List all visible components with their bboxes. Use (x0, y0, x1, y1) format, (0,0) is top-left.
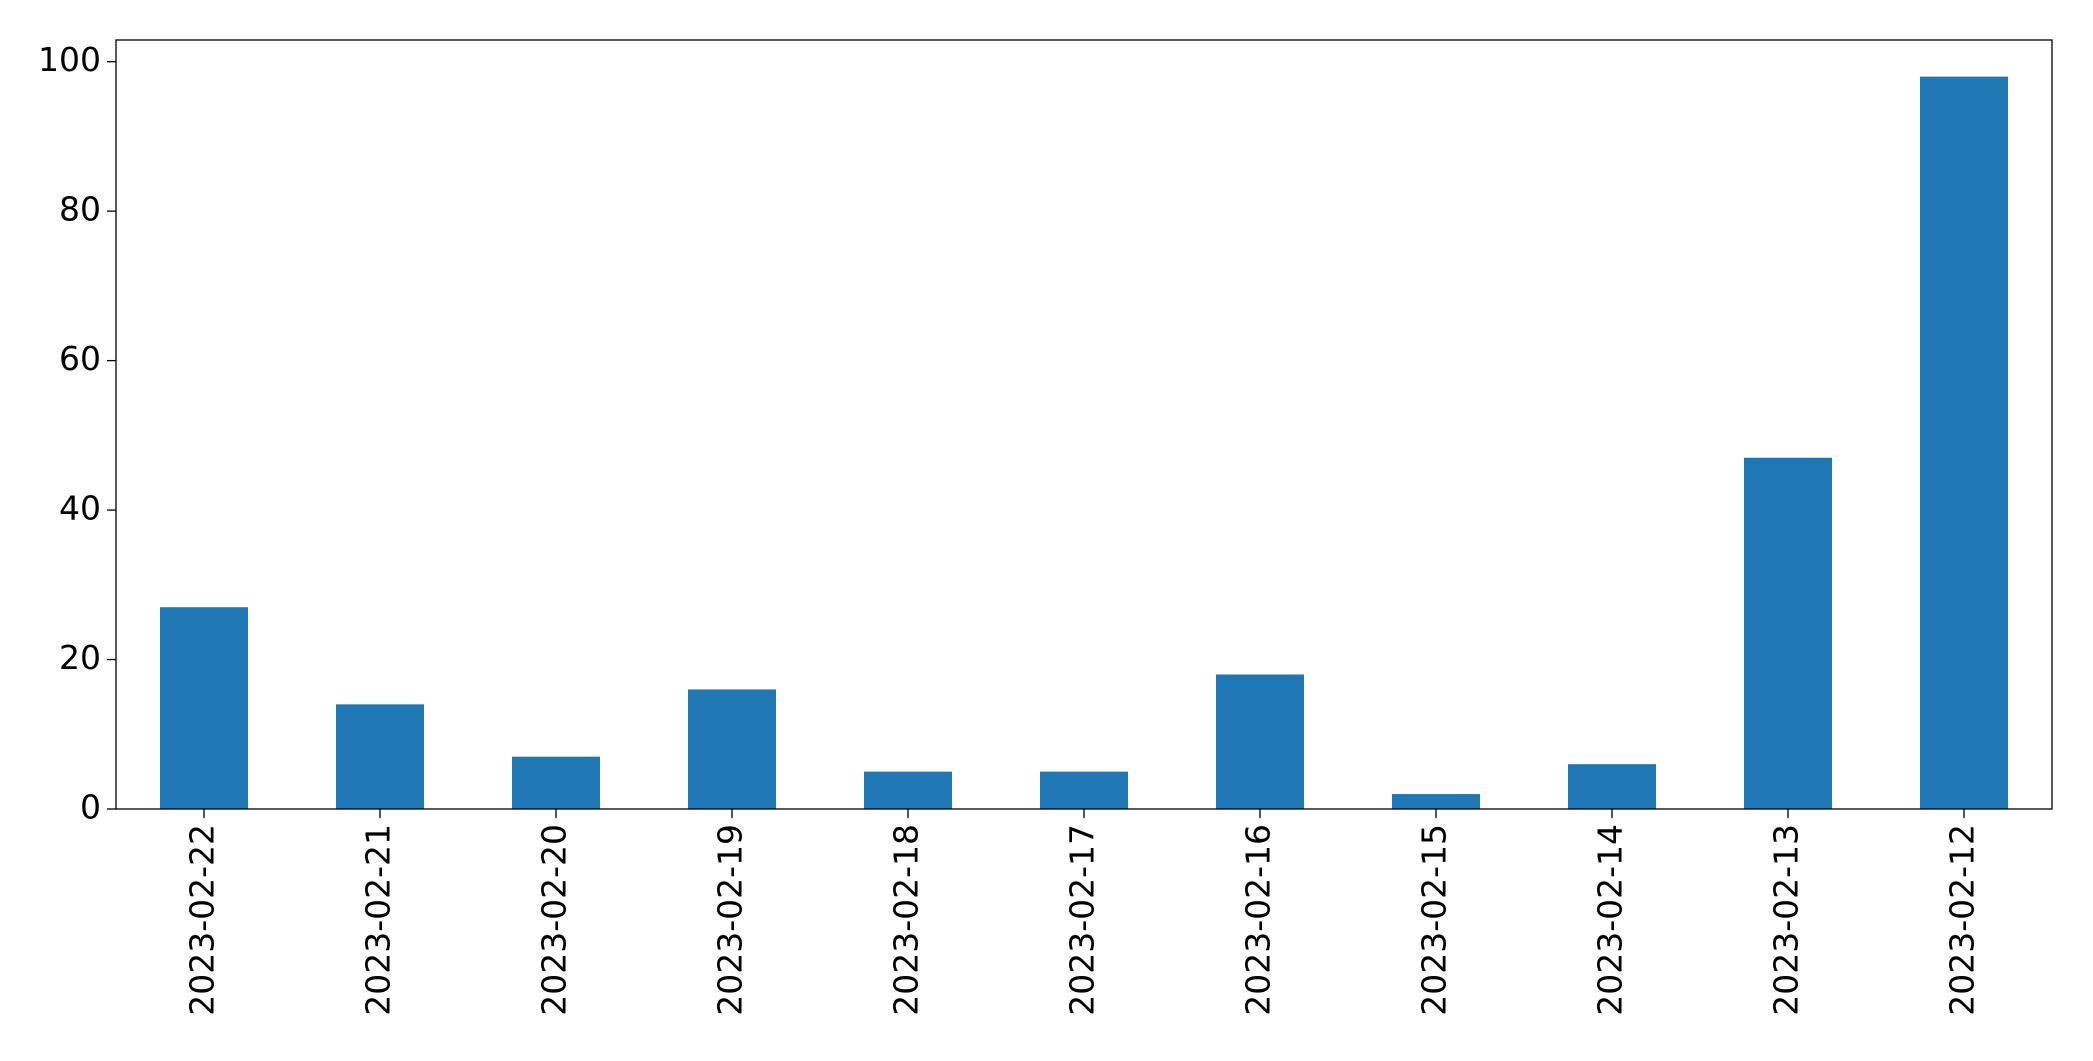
x-tick-label: 2023-02-16 (1239, 824, 1278, 1016)
bar (1040, 771, 1128, 809)
bar (864, 771, 952, 809)
x-tick-label: 2023-02-18 (887, 824, 926, 1016)
y-tick-label: 40 (59, 489, 101, 528)
bar (1568, 764, 1656, 809)
bar (688, 689, 776, 809)
bar (1392, 794, 1480, 809)
plot-frame (115, 39, 2053, 810)
x-tick-label: 2023-02-19 (711, 824, 750, 1016)
bar (512, 756, 600, 809)
x-tick-label: 2023-02-20 (535, 824, 574, 1016)
x-tick-label: 2023-02-14 (1591, 824, 1630, 1016)
x-tick-label: 2023-02-22 (183, 824, 222, 1016)
y-tick-label: 0 (80, 788, 101, 827)
x-tick-label: 2023-02-12 (1943, 824, 1982, 1016)
bar (1920, 76, 2008, 810)
y-tick-label: 100 (38, 40, 101, 79)
x-tick-label: 2023-02-15 (1415, 824, 1454, 1016)
x-tick-label: 2023-02-21 (359, 824, 398, 1016)
x-tick-label: 2023-02-13 (1767, 824, 1806, 1016)
bar (160, 607, 248, 809)
bar (1744, 457, 1832, 809)
y-tick-label: 60 (59, 339, 101, 378)
bar (336, 704, 424, 809)
y-tick-label: 20 (59, 638, 101, 677)
bar (1216, 674, 1304, 809)
y-tick-label: 80 (59, 190, 101, 229)
x-tick-label: 2023-02-17 (1063, 824, 1102, 1016)
